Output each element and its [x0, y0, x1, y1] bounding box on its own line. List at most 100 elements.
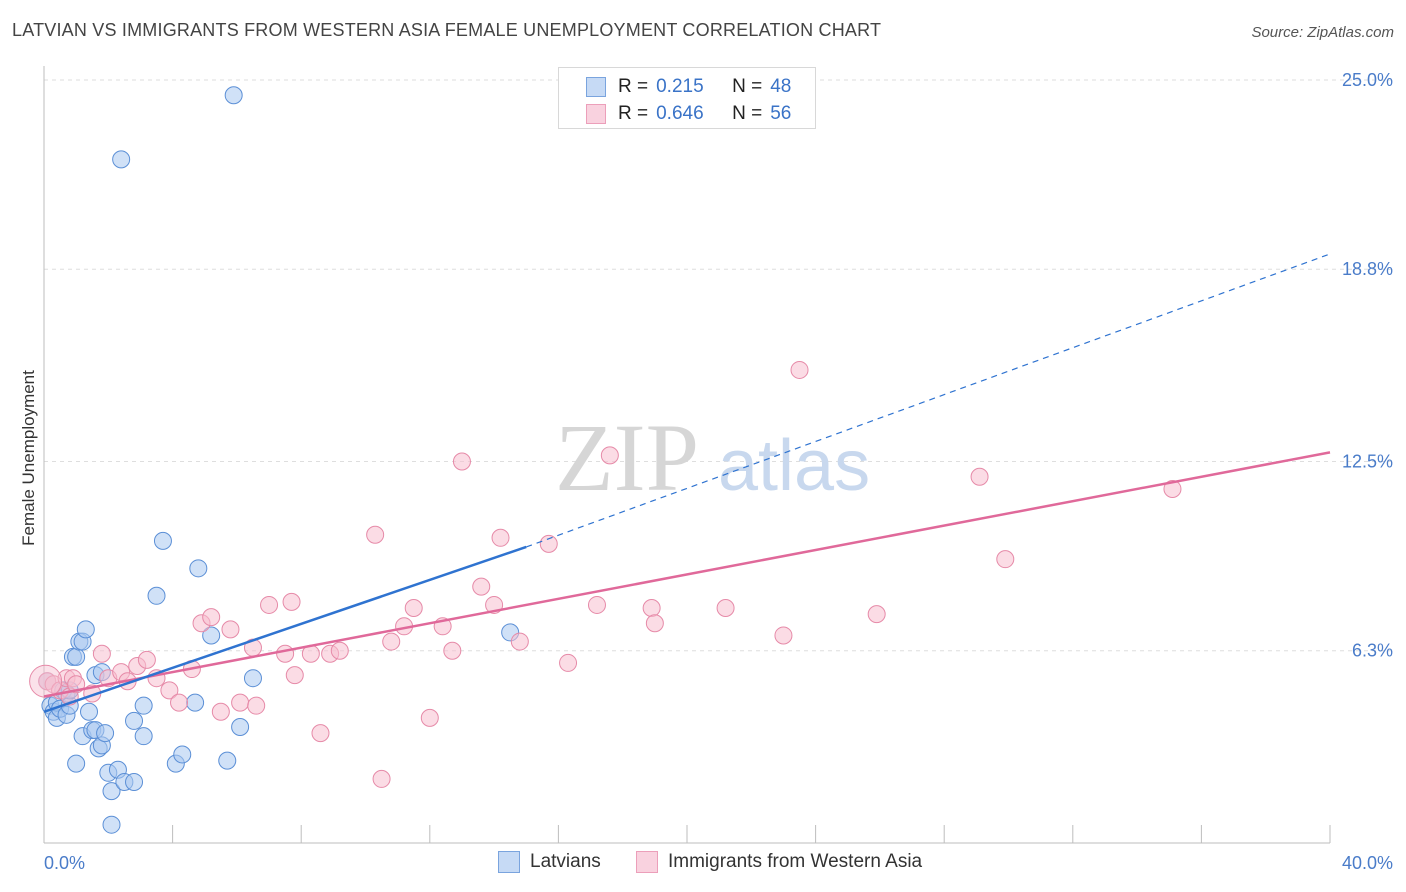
immigrants-swatch [586, 104, 606, 124]
immigrants-point [774, 626, 793, 645]
immigrants-point [645, 614, 664, 633]
trend-lines [43, 253, 1331, 713]
immigrants-point [366, 525, 385, 544]
immigrants-cluster-point [29, 664, 63, 698]
immigrants-point [260, 595, 279, 614]
immigrants-points [29, 360, 1182, 788]
immigrants-point [160, 681, 179, 700]
immigrants-point [92, 644, 111, 663]
latvians-point [231, 718, 250, 737]
immigrants-point [600, 446, 619, 465]
immigrants-point [642, 598, 661, 617]
immigrants-point [491, 528, 510, 547]
immigrants-point [472, 577, 491, 596]
immigrants-trend-line [43, 451, 1331, 698]
latvians-point [96, 724, 115, 743]
x-tick-label: 0.0% [44, 853, 85, 873]
immigrants-legend-swatch [636, 851, 658, 873]
legend-row-immigrants: R = 0.646 N = 56 [586, 102, 791, 126]
immigrants-point [231, 693, 250, 712]
immigrants-point [716, 598, 735, 617]
immigrants-point [587, 595, 606, 614]
immigrants-point [420, 708, 439, 727]
immigrants-point [372, 769, 391, 788]
latvians-point [134, 696, 153, 715]
latvians-point [243, 669, 262, 688]
axes [43, 66, 1331, 844]
immigrants-point [970, 467, 989, 486]
y-axis-label: Female Unemployment [19, 370, 38, 546]
latvians-point [102, 782, 121, 801]
legend-r-label: R = [618, 76, 649, 97]
immigrants-point [202, 608, 221, 627]
legend-r-value: 0.215 [656, 76, 704, 97]
legend-n-value: 56 [770, 103, 792, 124]
latvians-trend-extension [526, 253, 1331, 548]
immigrants-point [404, 598, 423, 617]
legend-row-latvians: R = 0.215 N = 48 [586, 75, 791, 99]
latvians-point [67, 647, 86, 666]
immigrants-point [211, 702, 230, 721]
tick-labels: 6.3% 12.5% 18.8% 25.0% 0.0% 40.0% [44, 70, 1393, 873]
legend-n-value: 48 [770, 76, 792, 97]
immigrants-point [539, 534, 558, 553]
latvians-point [125, 711, 144, 730]
latvians-point [186, 693, 205, 712]
latvians-point [76, 620, 95, 639]
immigrants-point [1163, 479, 1182, 498]
legend-r-value: 0.646 [656, 103, 704, 124]
watermark-zip: ZIP [555, 404, 699, 511]
y-tick-label: 6.3% [1352, 641, 1393, 661]
legend-r-label: R = [618, 103, 649, 124]
y-tick-label: 18.8% [1342, 259, 1393, 279]
immigrants-point [282, 592, 301, 611]
immigrants-point [510, 632, 529, 651]
immigrants-point [867, 605, 886, 624]
latvians-point [147, 586, 166, 605]
legend-n-label: N = [732, 103, 763, 124]
latvians-point [173, 745, 192, 764]
immigrants-legend-label: Immigrants from Western Asia [668, 851, 923, 872]
bottom-legend-latvians: Latvians [498, 851, 601, 873]
immigrants-point [247, 696, 266, 715]
immigrants-point [137, 650, 156, 669]
gridlines [44, 79, 1392, 652]
immigrants-point [443, 641, 462, 660]
immigrants-point [276, 644, 295, 663]
latvians-trend-line [43, 545, 527, 713]
latvians-point [134, 727, 153, 746]
immigrants-point [382, 632, 401, 651]
stats-legend: R = 0.215 N = 48 R = 0.646 N = 56 [558, 67, 816, 129]
latvians-points [38, 86, 520, 834]
latvians-point [224, 86, 243, 105]
immigrants-point [170, 693, 189, 712]
immigrants-point [452, 452, 471, 471]
bottom-legend-immigrants: Immigrants from Western Asia [636, 851, 922, 873]
latvians-legend-swatch [498, 851, 520, 873]
latvians-swatch [586, 77, 606, 97]
latvians-point [218, 751, 237, 770]
latvians-point [153, 531, 172, 550]
latvians-point [102, 815, 121, 834]
y-tick-label: 25.0% [1342, 70, 1393, 90]
latvians-point [202, 626, 221, 645]
immigrants-point [221, 620, 240, 639]
source-label: Source: ZipAtlas.com [1251, 24, 1394, 41]
y-tick-label: 12.5% [1342, 452, 1393, 472]
latvians-point [125, 772, 144, 791]
latvians-point [67, 754, 86, 773]
legend-n-label: N = [732, 76, 763, 97]
immigrants-point [559, 653, 578, 672]
latvians-legend-label: Latvians [530, 851, 601, 872]
latvians-point [80, 702, 99, 721]
latvians-point [189, 559, 208, 578]
immigrants-point [996, 550, 1015, 569]
x-tick-label: 40.0% [1342, 853, 1393, 873]
immigrants-point [330, 641, 349, 660]
watermark-atlas: atlas [718, 426, 870, 506]
immigrants-point [311, 724, 330, 743]
immigrants-point [285, 666, 304, 685]
latvians-point [112, 150, 131, 169]
chart-title: LATVIAN VS IMMIGRANTS FROM WESTERN ASIA … [12, 20, 882, 40]
